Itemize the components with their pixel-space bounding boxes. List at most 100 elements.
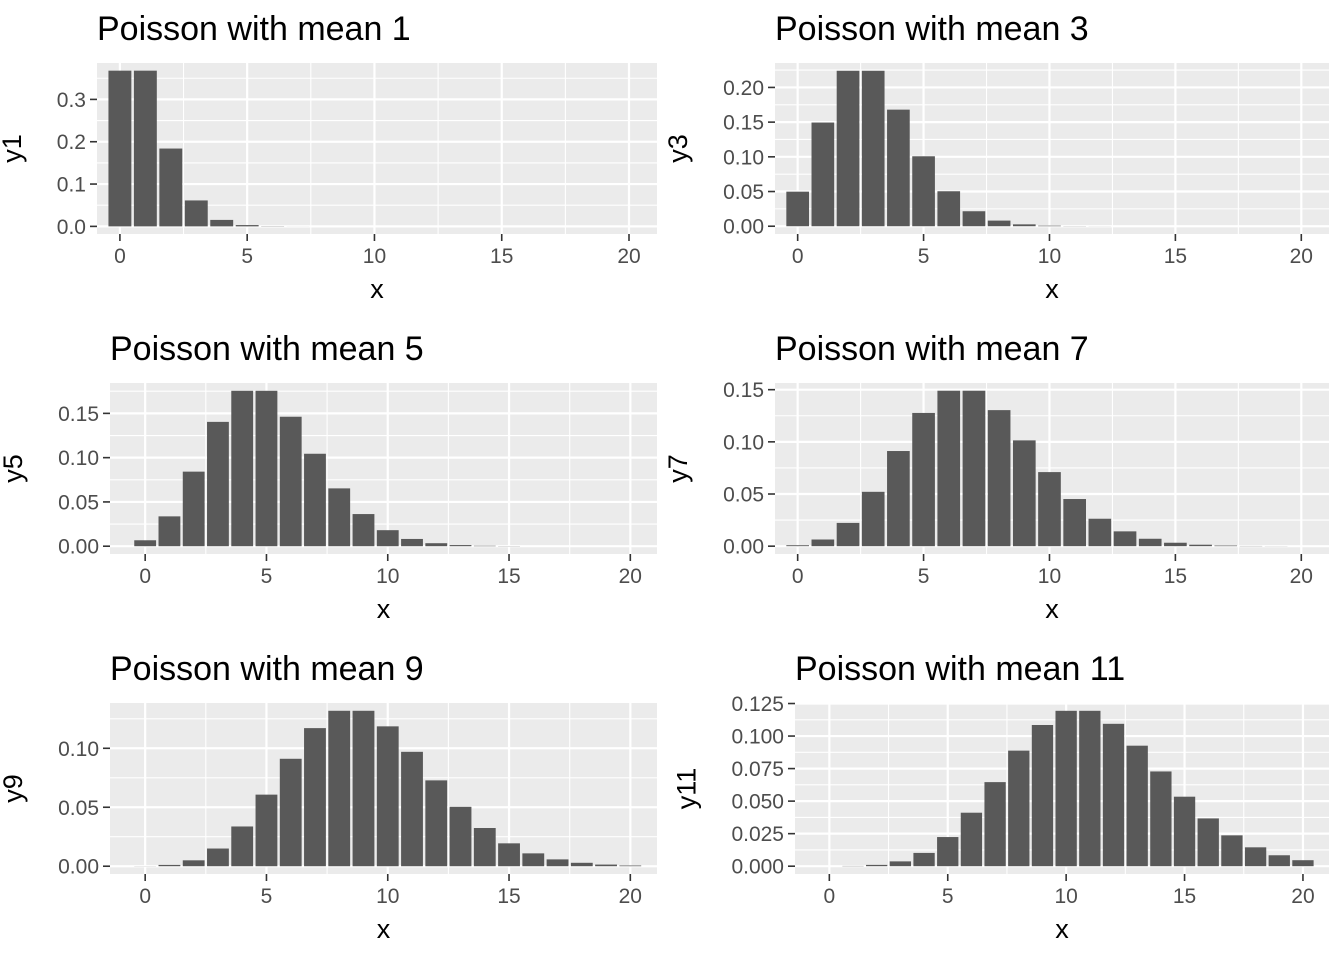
bar-x-5 [937,837,959,867]
chart-panel-2: 0 5 10 15 20 0.00 0.05 0.10 0.15 0.20 x y3 Poisson w… [663,10,1329,304]
bar-x-4 [887,451,910,547]
bar-x-12 [1088,518,1112,547]
bar-x-6 [279,758,302,867]
y-tick-label: 0.000 [731,856,784,879]
y-axis-title: y3 [663,134,693,163]
bar-x-12 [1102,723,1125,867]
chart-title: Poisson with mean 9 [110,650,424,688]
x-tick-label: 15 [1164,565,1187,588]
bar-x-9 [1031,724,1054,867]
x-tick-label: 0 [792,245,804,268]
y-axis-title: y7 [663,454,693,483]
x-tick-label: 15 [497,885,520,908]
bar-x-5 [912,156,935,227]
bar-x-3 [207,848,229,867]
bar-x-12 [425,780,448,867]
chart-title: Poisson with mean 11 [795,650,1125,688]
x-tick-label: 5 [261,885,273,908]
x-axis-title: x [1055,914,1069,944]
bar-x-2 [866,864,888,867]
chart-panel-5: 0 5 10 15 20 0.00 0.05 0.10 x y9 Poisson with mean… [0,650,657,944]
bar-x-8 [987,220,1011,227]
bar-x-5 [255,794,278,867]
bar-x-6 [937,390,961,547]
bar-x-9 [352,710,375,867]
bar-x-15 [498,843,520,867]
bar-x-3 [861,491,885,547]
y-tick-label: 0.00 [58,536,99,559]
bar-x-1 [158,864,181,867]
y-tick-label: 0.20 [723,77,764,100]
bar-x-0 [786,545,809,547]
bar-x-10 [1038,225,1061,227]
bar-x-0 [786,191,809,227]
y-axis-title: y1 [0,134,27,163]
bar-x-15 [1164,542,1187,547]
bar-x-2 [182,471,205,547]
bar-x-3 [184,200,208,227]
bar-x-1 [811,539,835,547]
y-axis-title: y11 [672,768,702,810]
bar-x-16 [522,853,545,867]
bar-x-19 [595,864,617,867]
y-tick-label: 0.00 [723,536,764,559]
y-tick-label: 0.3 [57,89,86,112]
y-tick-label: 0.0 [57,216,86,239]
x-axis-title: x [370,274,384,304]
chart-panel-3: 0 5 10 15 20 0.00 0.05 0.10 0.15 x y5 Poisson with … [0,330,657,624]
chart-title: Poisson with mean 3 [775,10,1089,48]
bar-x-18 [570,862,593,867]
x-tick-label: 5 [942,885,954,908]
chart-panel-4: 0 5 10 15 20 0.00 0.05 0.10 0.15 x y7 Poisson with … [663,330,1329,624]
x-axis-title: x [1045,274,1059,304]
y-tick-label: 0.100 [731,726,784,749]
y-tick-label: 0.10 [723,146,764,169]
bar-x-7 [304,728,326,867]
x-tick-label: 10 [363,245,386,268]
y-tick-label: 0.15 [723,379,764,402]
x-tick-label: 0 [823,885,835,908]
bar-x-12 [425,543,448,547]
bar-x-3 [861,70,885,227]
bar-x-16 [1189,544,1212,547]
y-tick-label: 0.15 [723,112,764,135]
chart-panel-6: 0 5 10 15 20 0.000 0.025 0.050 0.075 0.100 0.125 x y… [672,650,1329,944]
bar-x-0 [134,540,157,547]
bar-x-5 [255,390,278,547]
bar-x-9 [1012,440,1036,547]
x-axis-title: x [1045,594,1059,624]
x-tick-label: 10 [1038,565,1061,588]
bar-x-3 [889,861,912,867]
x-tick-label: 20 [1290,245,1313,268]
bar-x-1 [158,516,181,547]
bar-x-5 [912,412,935,547]
bar-x-7 [984,782,1006,867]
x-axis-title: x [377,914,391,944]
bar-x-13 [449,545,472,547]
bar-x-10 [376,530,399,547]
bar-x-17 [546,859,569,867]
y-tick-label: 0.125 [731,693,784,716]
bar-x-9 [1012,224,1036,227]
x-tick-label: 15 [490,245,513,268]
bar-x-0 [108,70,132,227]
bar-x-4 [210,219,234,227]
bar-x-2 [836,70,860,227]
y-tick-label: 0.10 [58,447,99,470]
y-tick-label: 0.2 [57,131,86,154]
bar-x-8 [1008,750,1030,867]
bar-x-19 [1268,855,1290,867]
bar-x-2 [836,522,860,547]
bar-x-11 [1079,710,1101,867]
bar-x-2 [182,860,205,867]
bar-x-4 [887,109,910,227]
bar-x-16 [1197,818,1219,867]
x-tick-label: 10 [376,885,399,908]
y-tick-label: 0.05 [723,181,764,204]
bar-x-5 [235,225,259,227]
x-tick-label: 10 [376,565,399,588]
y-tick-label: 0.00 [58,856,99,879]
bar-x-2 [159,148,183,227]
y-tick-label: 0.00 [723,216,764,239]
